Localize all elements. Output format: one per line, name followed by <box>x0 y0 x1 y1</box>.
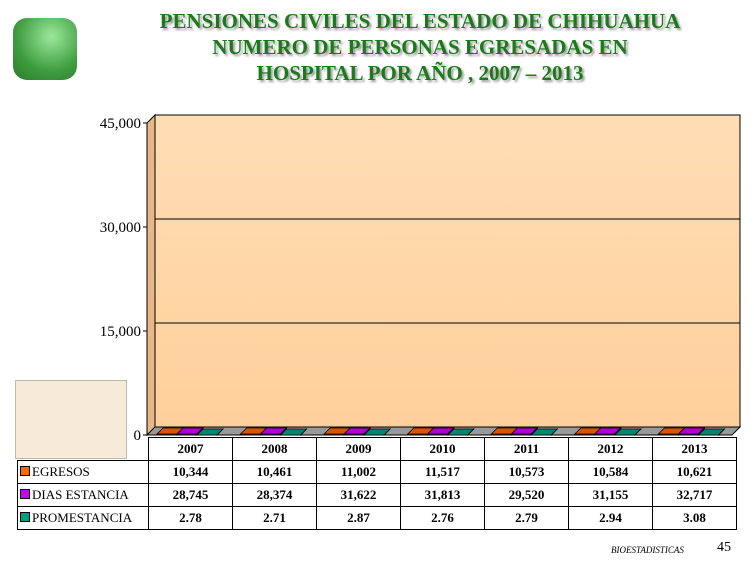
category-label: 2010 <box>400 437 485 461</box>
data-label: 32,717 <box>652 483 737 507</box>
bar-side <box>300 428 307 436</box>
data-table: 2007 2008 2009 2010 2011 2012 2013 EGRESOS 10,3… <box>17 437 737 530</box>
title-line1: PENSIONES CIVILES DEL ESTADO DE CHIHUAHU… <box>159 9 681 33</box>
legend-label: DIAS ESTANCIA <box>32 487 129 502</box>
plot-side-wall <box>146 113 156 437</box>
data-label: 10,584 <box>568 460 653 484</box>
y-tick-label: 15,000 <box>100 324 141 340</box>
data-label: 2.78 <box>148 506 233 530</box>
data-label: 2.94 <box>568 506 653 530</box>
data-label: 10,344 <box>148 460 233 484</box>
category-label: 2013 <box>652 437 737 461</box>
title-line3: HOSPITAL POR AÑO , 2007 – 2013 <box>256 61 584 85</box>
logo <box>13 18 77 80</box>
bar-side <box>383 428 391 436</box>
data-label: 10,573 <box>484 460 569 484</box>
data-label: 11,002 <box>316 460 401 484</box>
data-label: 10,621 <box>652 460 737 484</box>
data-label: 31,155 <box>568 483 653 507</box>
data-label: 2.87 <box>316 506 401 530</box>
data-label: 2.76 <box>400 506 485 530</box>
data-label: 28,374 <box>232 483 317 507</box>
y-tick-label: 30,000 <box>100 220 141 236</box>
data-label: 31,622 <box>316 483 401 507</box>
table-corner <box>18 438 149 461</box>
table-row: EGRESOS 10,344 10,461 11,002 11,517 10,573 10,… <box>17 460 737 484</box>
legend-swatch <box>20 512 30 522</box>
data-label: 28,745 <box>148 483 233 507</box>
page-title: PENSIONES CIVILES DEL ESTADO DE CHIHUAHU… <box>100 8 740 86</box>
data-label: 2.79 <box>484 506 569 530</box>
category-label: 2008 <box>232 437 317 461</box>
category-label: 2007 <box>148 437 233 461</box>
legend-label: PROMESTANCIA <box>32 510 133 525</box>
legend-entry: DIAS ESTANCIA <box>17 483 149 507</box>
category-label: 2009 <box>316 437 401 461</box>
bar-side <box>718 428 725 436</box>
table-row: PROMESTANCIA 2.78 2.71 2.87 2.76 2.79 2.94 3.08 <box>17 506 737 530</box>
data-label: 10,461 <box>232 460 317 484</box>
legend-entry: EGRESOS <box>17 460 149 484</box>
data-label: 31,813 <box>400 483 485 507</box>
bar-side <box>550 428 558 436</box>
bar-side <box>634 428 642 436</box>
hospital-clipart <box>15 380 127 459</box>
data-label: 29,520 <box>484 483 569 507</box>
data-label: 2.71 <box>232 506 317 530</box>
legend-swatch <box>20 466 30 476</box>
legend-label: EGRESOS <box>32 464 90 479</box>
y-tick-label: 45,000 <box>100 116 141 132</box>
table-row: DIAS ESTANCIA 28,745 28,374 31,622 31,813 29,… <box>17 483 737 507</box>
data-label: 3.08 <box>652 506 737 530</box>
page-number: 45 <box>717 540 731 555</box>
legend-entry: PROMESTANCIA <box>17 506 149 530</box>
category-label: 2011 <box>484 437 569 461</box>
y-tick-label: 0 <box>134 428 142 444</box>
title-line2: NUMERO DE PERSONAS EGRESADAS EN <box>212 35 628 59</box>
plot-back-wall <box>154 114 741 428</box>
legend-swatch <box>20 489 30 499</box>
bar-side <box>216 428 224 436</box>
footer-source: BIOESTADISTICAS <box>611 545 684 555</box>
category-label: 2012 <box>568 437 653 461</box>
bar-side <box>467 428 475 436</box>
data-label: 11,517 <box>400 460 485 484</box>
